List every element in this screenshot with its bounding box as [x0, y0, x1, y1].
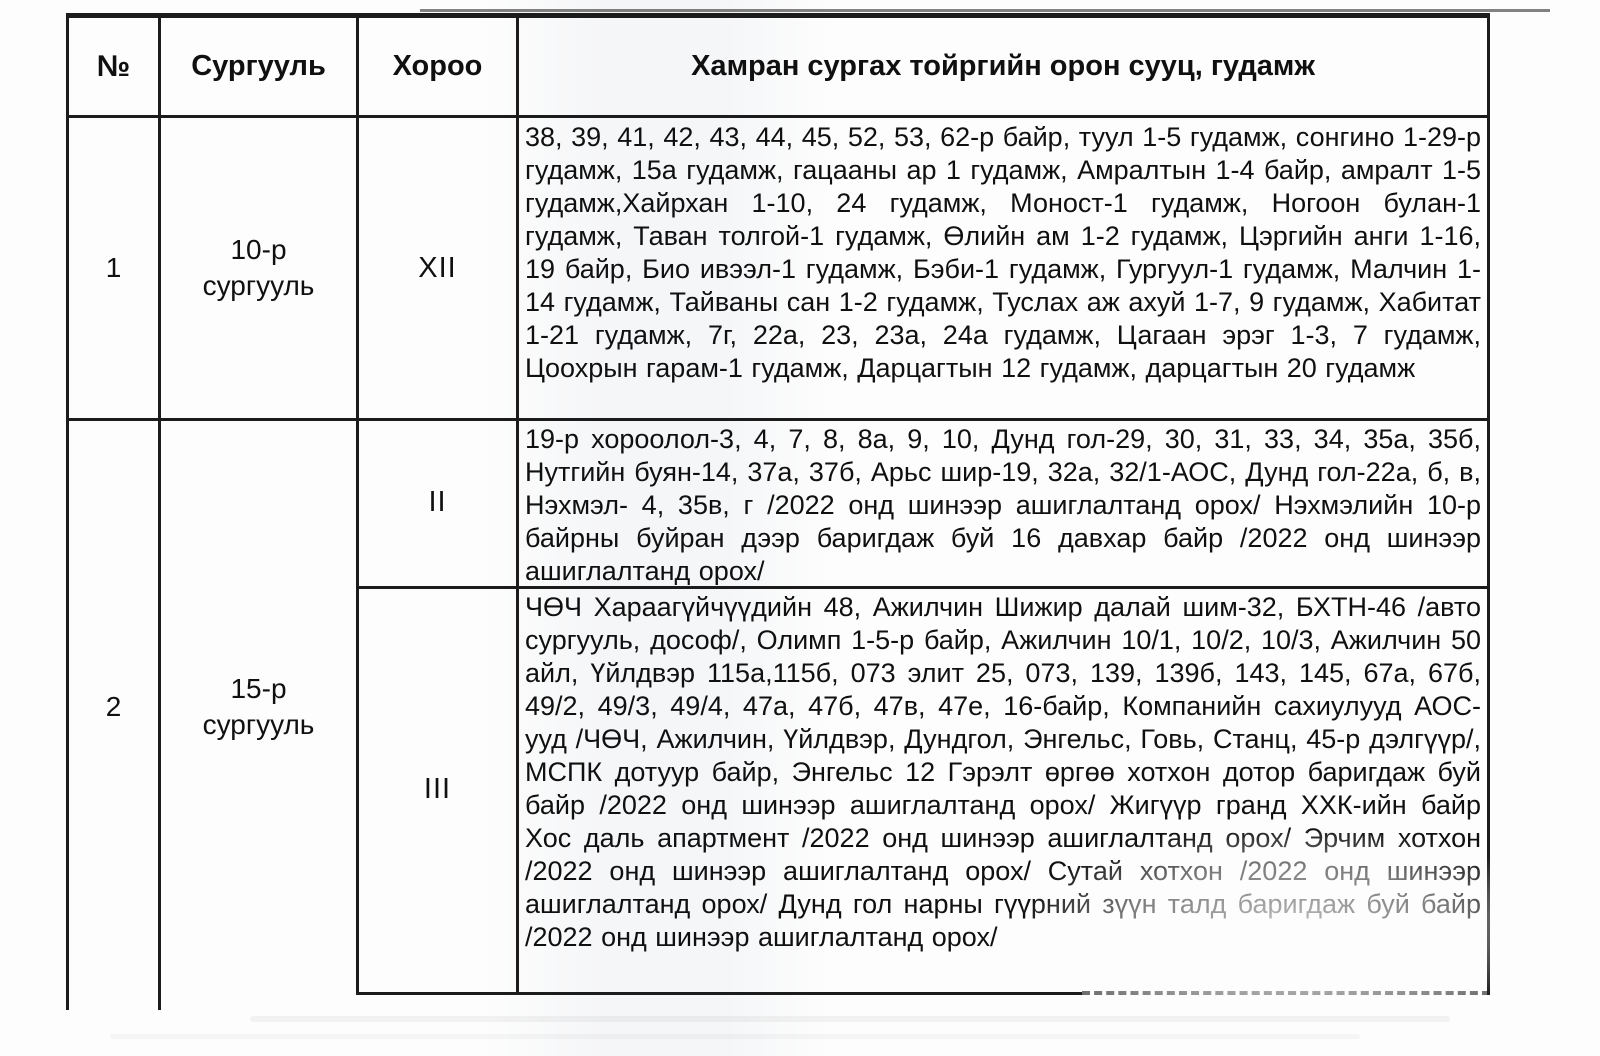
- col-divider-school-khoroo: [356, 13, 359, 995]
- header-area-label: Хамран сургах тойргийн орон сууц, гудамж: [691, 50, 1315, 82]
- table-border-left: [66, 13, 69, 1010]
- header-khoroo-label: Хороо: [392, 50, 483, 82]
- row1-area-cell: 38, 39, 41, 42, 43, 44, 45, 52, 53, 62-р…: [525, 122, 1481, 383]
- row2-khoroo-iii-value: III: [423, 772, 452, 805]
- header-cell-num: №: [69, 18, 158, 115]
- header-cell-khoroo: Хороо: [359, 18, 516, 115]
- row2-num-cell: 2: [69, 420, 158, 994]
- row1-bottom-line: [66, 418, 1490, 421]
- header-cell-school: Сургууль: [161, 18, 356, 115]
- row1-num-value: 1: [105, 252, 122, 283]
- row1-school-value: 10-р сургууль: [202, 234, 315, 301]
- table-border-top: [66, 13, 1490, 18]
- row2-school-cell: 15-р сургууль: [161, 420, 356, 994]
- col-divider-num-school: [158, 13, 161, 1010]
- header-num-label: №: [96, 49, 131, 83]
- table-border-right: [1487, 13, 1490, 995]
- row2-khoroo-ii-value: II: [428, 485, 447, 518]
- col-divider-khoroo-area: [516, 13, 519, 995]
- row2-area-cell-ii: 19-р хороолол-3, 4, 7, 8, 8а, 9, 10, Дун…: [525, 424, 1481, 585]
- table-bottom-line-right-faded: [1082, 991, 1490, 995]
- row1-num-cell: 1: [69, 118, 158, 418]
- header-bottom-line: [66, 115, 1490, 118]
- header-cell-area: Хамран сургах тойргийн орон сууц, гудамж: [519, 18, 1487, 115]
- row1-khoroo-value: XII: [418, 251, 457, 284]
- row2-area-cell-iii: ЧӨЧ Хараагүйчүүдийн 48, Ажилчин Шижир да…: [525, 592, 1481, 952]
- scan-streak-2: [110, 1034, 1360, 1039]
- row2-num-value: 2: [105, 691, 122, 722]
- table-bottom-line-left: [356, 992, 1082, 995]
- row2-school-value: 15-р сургууль: [202, 673, 315, 740]
- row1-school-cell: 10-р сургууль: [161, 118, 356, 418]
- scan-streak-1: [250, 1016, 1450, 1022]
- row1-khoroo-cell: XII: [359, 118, 516, 418]
- row2-khoroo-cell-iii: III: [359, 588, 516, 990]
- scan-edge-top: [420, 9, 1550, 12]
- row2-khoroo-cell-ii: II: [359, 420, 516, 584]
- header-school-label: Сургууль: [191, 50, 326, 82]
- subrow-divider-line: [356, 586, 1490, 589]
